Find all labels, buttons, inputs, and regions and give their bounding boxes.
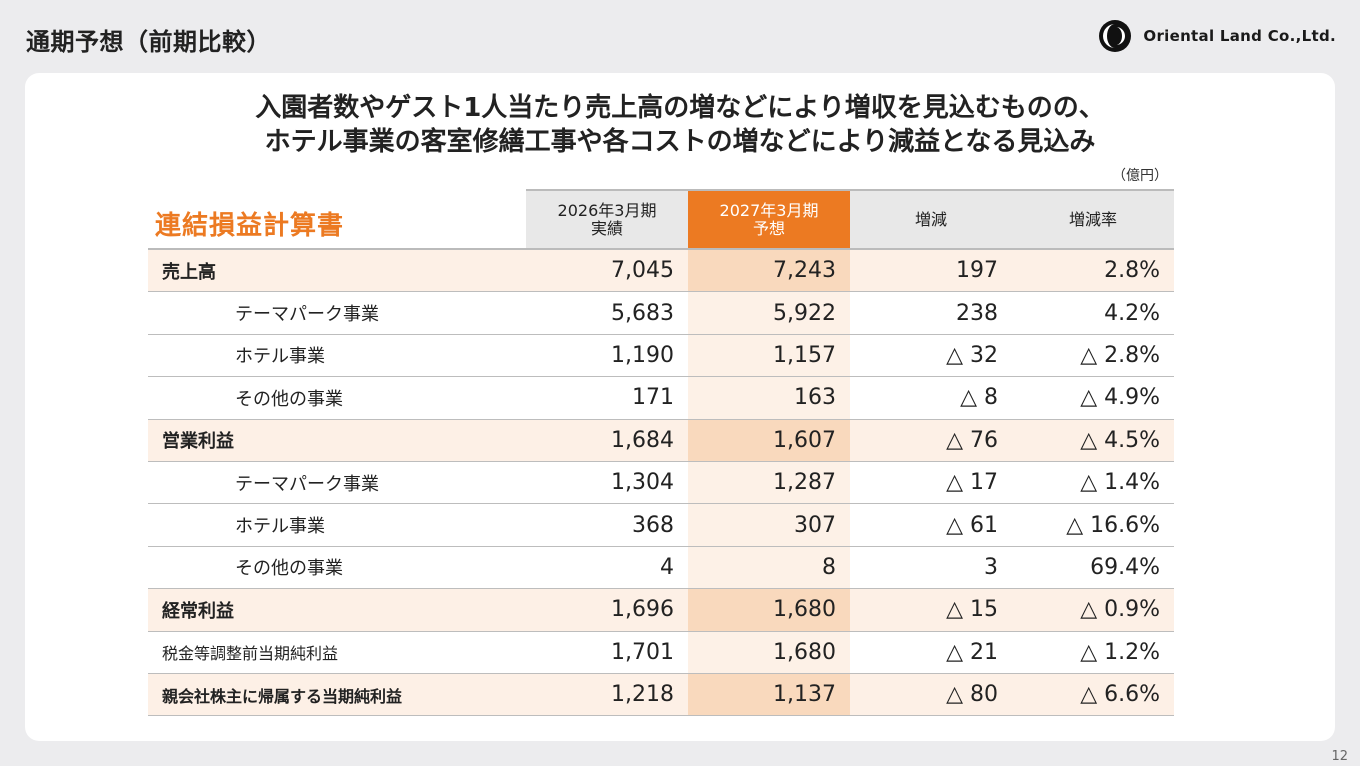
- column-prev-period: 2026年3月期: [557, 200, 657, 220]
- cell-plan: 1,607: [688, 419, 850, 462]
- headline-line-1: 入園者数やゲスト1人当たり売上高の増などにより増収を見込むものの、: [255, 93, 1105, 123]
- cell-rate: 69.4%: [1012, 546, 1174, 590]
- company-name: Oriental Land Co.,Ltd.: [1143, 27, 1336, 45]
- table-row: ホテル事業 1,190 1,157 △ 32 △ 2.8%: [148, 334, 1174, 378]
- column-header-prev: 2026年3月期 実績: [526, 189, 688, 250]
- table-row: 経常利益 1,696 1,680 △ 15 △ 0.9%: [148, 588, 1174, 632]
- row-label: テーマパーク事業: [148, 291, 526, 335]
- cell-rate: △ 0.9%: [1012, 588, 1174, 632]
- cell-plan: 1,287: [688, 461, 850, 505]
- column-plan-period: 2027年3月期: [719, 200, 819, 220]
- cell-plan: 163: [688, 376, 850, 420]
- company-logo: Oriental Land Co.,Ltd.: [1097, 18, 1336, 54]
- row-label: その他の事業: [148, 546, 526, 590]
- cell-prev: 1,696: [526, 588, 688, 632]
- statement-title-cell: [148, 190, 526, 250]
- cell-diff: △ 8: [850, 376, 1012, 420]
- cell-diff: △ 80: [850, 673, 1012, 717]
- row-label: テーマパーク事業: [148, 461, 526, 505]
- cell-plan: 1,157: [688, 334, 850, 378]
- cell-prev: 368: [526, 503, 688, 547]
- row-label: 売上高: [148, 249, 526, 293]
- headline: 入園者数やゲスト1人当たり売上高の増などにより増収を見込むものの、 ホテル事業の…: [25, 91, 1335, 159]
- income-statement-table: 2026年3月期 実績 2027年3月期 予想 増減 増減率 売上高 7,045…: [148, 189, 1174, 717]
- row-label: 親会社株主に帰属する当期純利益: [148, 673, 526, 717]
- cell-diff: 197: [850, 249, 1012, 293]
- cell-plan: 1,137: [688, 673, 850, 717]
- statement-title: 連結損益計算書: [155, 211, 345, 241]
- row-label: その他の事業: [148, 376, 526, 420]
- cell-plan: 1,680: [688, 588, 850, 632]
- table-row: その他の事業 4 8 3 69.4%: [148, 546, 1174, 590]
- table-row: 税金等調整前当期純利益 1,701 1,680 △ 21 △ 1.2%: [148, 631, 1174, 674]
- cell-prev: 171: [526, 376, 688, 420]
- cell-prev: 1,684: [526, 419, 688, 462]
- cell-rate: △ 4.9%: [1012, 376, 1174, 420]
- table-row: 親会社株主に帰属する当期純利益 1,218 1,137 △ 80 △ 6.6%: [148, 673, 1174, 717]
- cell-prev: 1,218: [526, 673, 688, 717]
- table-row: 売上高 7,045 7,243 197 2.8%: [148, 249, 1174, 293]
- cell-plan: 307: [688, 503, 850, 547]
- cell-plan: 1,680: [688, 631, 850, 674]
- table-header-row: 2026年3月期 実績 2027年3月期 予想 増減 増減率: [148, 189, 1174, 250]
- row-label: ホテル事業: [148, 334, 526, 378]
- row-label: 営業利益: [148, 419, 526, 462]
- column-header-plan: 2027年3月期 予想: [688, 189, 850, 250]
- cell-rate: △ 16.6%: [1012, 503, 1174, 547]
- cell-rate: 2.8%: [1012, 249, 1174, 293]
- page-title: 通期予想（前期比較）: [26, 28, 271, 56]
- table-row: その他の事業 171 163 △ 8 △ 4.9%: [148, 376, 1174, 420]
- headline-line-2: ホテル事業の客室修繕工事や各コストの増などにより減益となる見込み: [264, 127, 1096, 157]
- cell-prev: 1,701: [526, 631, 688, 674]
- row-label: 経常利益: [148, 588, 526, 632]
- cell-prev: 4: [526, 546, 688, 590]
- cell-diff: △ 32: [850, 334, 1012, 378]
- cell-prev: 7,045: [526, 249, 688, 293]
- cell-rate: △ 4.5%: [1012, 419, 1174, 462]
- cell-prev: 1,304: [526, 461, 688, 505]
- cell-diff: △ 61: [850, 503, 1012, 547]
- table-row: テーマパーク事業 5,683 5,922 238 4.2%: [148, 291, 1174, 335]
- cell-plan: 8: [688, 546, 850, 590]
- cell-diff: △ 15: [850, 588, 1012, 632]
- cell-diff: 3: [850, 546, 1012, 590]
- cell-diff: 238: [850, 291, 1012, 335]
- cell-rate: △ 1.2%: [1012, 631, 1174, 674]
- row-label: 税金等調整前当期純利益: [148, 631, 526, 674]
- page-number: 12: [1331, 749, 1348, 764]
- cell-diff: △ 21: [850, 631, 1012, 674]
- cell-rate: 4.2%: [1012, 291, 1174, 335]
- cell-rate: △ 6.6%: [1012, 673, 1174, 717]
- content-card: 入園者数やゲスト1人当たり売上高の増などにより増収を見込むものの、 ホテル事業の…: [25, 73, 1335, 741]
- column-prev-type: 実績: [590, 218, 623, 238]
- table-row: 営業利益 1,684 1,607 △ 76 △ 4.5%: [148, 419, 1174, 462]
- table-row: テーマパーク事業 1,304 1,287 △ 17 △ 1.4%: [148, 461, 1174, 505]
- unit-label: （億円）: [1112, 168, 1168, 184]
- cell-diff: △ 17: [850, 461, 1012, 505]
- row-label: ホテル事業: [148, 503, 526, 547]
- table-row: ホテル事業 368 307 △ 61 △ 16.6%: [148, 503, 1174, 547]
- cell-rate: △ 2.8%: [1012, 334, 1174, 378]
- cell-prev: 1,190: [526, 334, 688, 378]
- cell-plan: 7,243: [688, 249, 850, 293]
- cell-rate: △ 1.4%: [1012, 461, 1174, 505]
- cell-prev: 5,683: [526, 291, 688, 335]
- column-plan-type: 予想: [752, 218, 785, 238]
- cell-plan: 5,922: [688, 291, 850, 335]
- cell-diff: △ 76: [850, 419, 1012, 462]
- column-header-rate: 増減率: [1012, 189, 1174, 250]
- column-header-diff: 増減: [850, 189, 1012, 250]
- oriental-land-logo-icon: [1099, 20, 1132, 52]
